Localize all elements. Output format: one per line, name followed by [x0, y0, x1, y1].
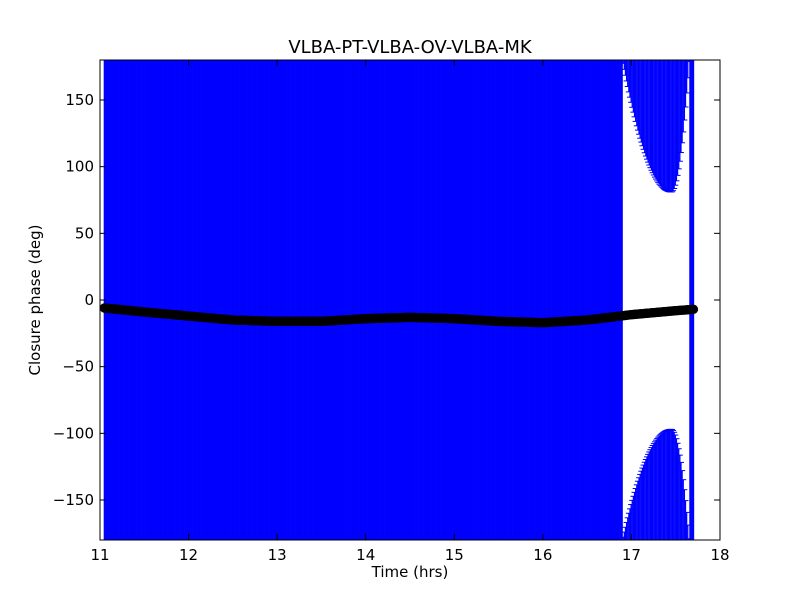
y-tick-label: −50	[62, 358, 94, 376]
x-tick-label: 15	[445, 546, 464, 564]
y-axis-ticks: −150 −100 −50 0 50 100 150	[53, 91, 720, 509]
x-axis-ticks: 11 12 13 14 15 16 17 18	[90, 60, 730, 564]
x-tick-label: 18	[710, 546, 729, 564]
x-axis-label: Time (hrs)	[371, 563, 449, 581]
y-tick-label: 100	[65, 158, 94, 176]
chart-title: VLBA-PT-VLBA-OV-VLBA-MK	[288, 37, 533, 58]
x-tick-label: 17	[622, 546, 641, 564]
y-tick-label: −150	[53, 491, 94, 509]
y-tick-label: 50	[75, 224, 94, 242]
y-tick-label: 150	[65, 91, 94, 109]
y-tick-label: −100	[53, 424, 94, 442]
plot-area	[99, 59, 721, 541]
x-tick-label: 14	[356, 546, 375, 564]
x-tick-label: 13	[268, 546, 287, 564]
x-tick-label: 12	[179, 546, 198, 564]
data-points	[99, 303, 699, 328]
data-point	[688, 304, 699, 315]
x-tick-label: 11	[90, 546, 109, 564]
y-tick-label: 0	[84, 291, 94, 309]
error-bars	[103, 60, 695, 540]
y-axis-label: Closure phase (deg)	[26, 225, 44, 376]
x-tick-label: 16	[533, 546, 552, 564]
